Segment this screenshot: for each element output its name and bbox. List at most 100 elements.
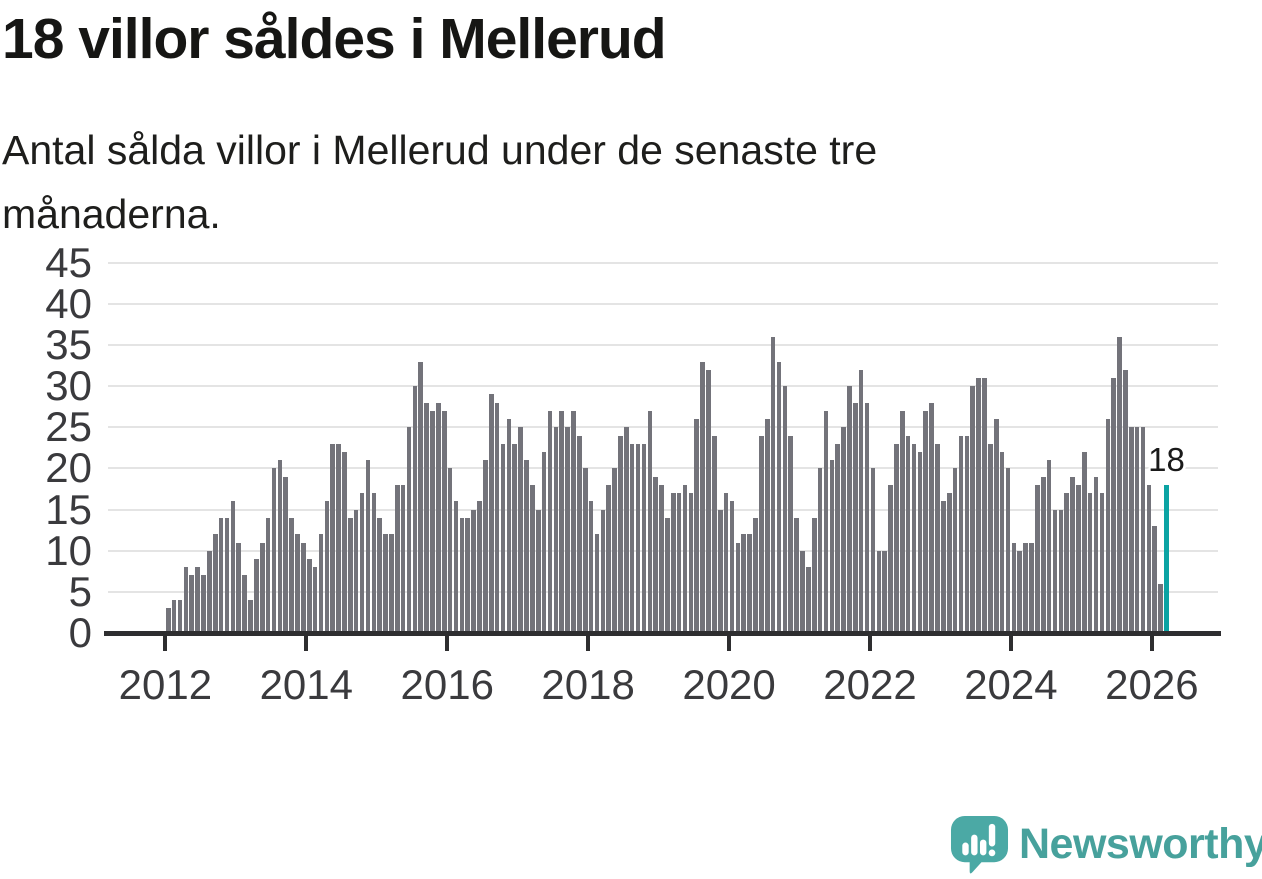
bar bbox=[1152, 526, 1158, 633]
bar bbox=[1146, 484, 1152, 633]
bar bbox=[271, 468, 277, 633]
bar bbox=[295, 534, 300, 633]
bar bbox=[841, 427, 846, 633]
bar bbox=[412, 386, 418, 633]
bar bbox=[911, 443, 917, 633]
bar bbox=[800, 550, 805, 633]
bar bbox=[1005, 468, 1011, 633]
gridline bbox=[108, 261, 1218, 264]
bar bbox=[318, 534, 324, 633]
bar bbox=[166, 608, 171, 633]
bar bbox=[759, 435, 764, 633]
bar bbox=[847, 386, 852, 633]
bar bbox=[606, 484, 611, 633]
y-axis-tick-label: 5 bbox=[68, 567, 92, 615]
x-axis-tick-label: 2022 bbox=[823, 661, 917, 708]
y-axis-tick-label: 30 bbox=[45, 362, 92, 410]
bar bbox=[577, 435, 582, 633]
page-subtitle: Antal sålda villor i Mellerud under de s… bbox=[2, 127, 878, 237]
bar bbox=[670, 493, 676, 633]
newsworthy-wordmark: Newsworthy bbox=[1019, 819, 1262, 868]
bar bbox=[1123, 369, 1128, 633]
bar bbox=[265, 517, 271, 633]
bar bbox=[782, 386, 788, 633]
bar bbox=[488, 394, 494, 633]
bar bbox=[688, 493, 694, 633]
bar bbox=[835, 443, 840, 633]
bar bbox=[806, 567, 811, 633]
bar bbox=[647, 410, 653, 633]
bar bbox=[853, 402, 858, 633]
bar bbox=[999, 452, 1005, 633]
bar bbox=[653, 476, 658, 633]
bar bbox=[858, 369, 864, 633]
bar bbox=[395, 484, 400, 633]
latest-value-label: 18 bbox=[1148, 440, 1185, 478]
bar bbox=[882, 550, 887, 633]
x-axis-tick-label: 2016 bbox=[400, 661, 494, 708]
bar bbox=[582, 468, 588, 633]
bar bbox=[770, 336, 776, 633]
bar bbox=[553, 427, 559, 633]
x-axis-tick bbox=[445, 636, 450, 651]
bar bbox=[723, 493, 729, 633]
bar bbox=[823, 410, 829, 633]
bar bbox=[870, 468, 876, 633]
bar bbox=[1035, 484, 1040, 633]
bar bbox=[788, 435, 794, 633]
bar bbox=[829, 460, 835, 633]
bar bbox=[1087, 493, 1093, 633]
bar bbox=[535, 509, 541, 633]
y-axis-tick-label: 45 bbox=[45, 238, 92, 286]
newsworthy-speech-bubble-icon bbox=[950, 815, 1009, 873]
bar bbox=[1070, 476, 1075, 633]
bar bbox=[1099, 493, 1105, 633]
bar bbox=[1011, 542, 1017, 633]
x-axis-tick bbox=[163, 636, 168, 651]
bar bbox=[477, 501, 482, 633]
bar bbox=[776, 361, 782, 633]
bar bbox=[811, 517, 817, 633]
bar bbox=[248, 600, 253, 633]
bar bbox=[735, 542, 741, 633]
bar bbox=[524, 460, 529, 633]
bar bbox=[706, 369, 711, 633]
bar bbox=[1046, 460, 1052, 633]
bar bbox=[254, 558, 259, 633]
y-axis-tick-label: 20 bbox=[45, 444, 92, 492]
bar bbox=[324, 501, 330, 633]
bar bbox=[905, 435, 911, 633]
bar bbox=[1040, 476, 1046, 633]
bar bbox=[418, 361, 424, 633]
bar bbox=[700, 361, 705, 633]
bar bbox=[929, 402, 934, 633]
bar bbox=[259, 542, 265, 633]
bar bbox=[629, 443, 635, 633]
bar bbox=[177, 600, 183, 633]
bar bbox=[588, 501, 594, 633]
bar bbox=[330, 443, 335, 633]
x-axis-tick-label: 2012 bbox=[118, 661, 213, 708]
bar bbox=[729, 501, 735, 633]
newsworthy-logo: Newsworthy bbox=[950, 814, 1262, 874]
bar bbox=[471, 509, 476, 633]
bar bbox=[301, 542, 306, 633]
y-axis-tick-label: 10 bbox=[45, 526, 92, 574]
bar bbox=[612, 468, 617, 633]
bar bbox=[817, 468, 823, 633]
bar bbox=[764, 419, 770, 633]
bar bbox=[559, 410, 565, 633]
bar bbox=[512, 443, 518, 633]
bar bbox=[1093, 476, 1099, 633]
bar bbox=[1076, 484, 1081, 633]
bar bbox=[436, 402, 441, 633]
bar bbox=[306, 558, 312, 633]
bar bbox=[218, 517, 224, 633]
bar bbox=[958, 435, 964, 633]
bar bbox=[342, 452, 347, 633]
bar bbox=[530, 484, 535, 633]
bar bbox=[635, 443, 641, 633]
bar bbox=[946, 493, 952, 633]
bar bbox=[183, 567, 189, 633]
